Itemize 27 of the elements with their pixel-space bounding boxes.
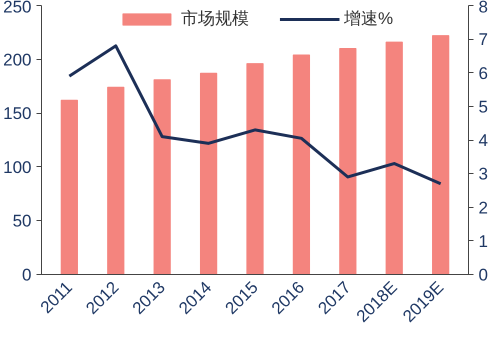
y2-tick-label: 5 — [478, 97, 488, 116]
y-tick-label: 200 — [3, 50, 32, 70]
bar — [386, 42, 403, 274]
bar — [60, 100, 78, 274]
line-series — [68, 44, 442, 186]
y2-tick-label: 1 — [478, 232, 488, 251]
bar — [339, 48, 356, 274]
y2-tick-label: 2 — [478, 198, 488, 218]
bar — [246, 63, 264, 274]
legend-label: 增速% — [344, 8, 394, 30]
bar — [432, 35, 450, 274]
bar — [154, 79, 171, 274]
y2-tick-label: 6 — [478, 64, 488, 83]
y-tick-label: 150 — [3, 104, 32, 124]
y-tick-label: 100 — [3, 158, 32, 177]
y-tick-label: 0 — [22, 266, 32, 284]
y2-tick-label: 8 — [478, 0, 488, 16]
y-tick-label: 250 — [3, 0, 32, 16]
y2-tick-label: 3 — [478, 164, 488, 184]
y2-tick-label: 7 — [478, 30, 488, 50]
bar — [107, 86, 124, 274]
bar — [292, 54, 310, 274]
y2-tick-label: 4 — [478, 131, 488, 150]
legend-label: 市场规模 — [180, 8, 249, 30]
y2-tick-label: 0 — [478, 266, 488, 284]
y-tick-label: 50 — [12, 212, 32, 231]
bar — [200, 72, 218, 274]
